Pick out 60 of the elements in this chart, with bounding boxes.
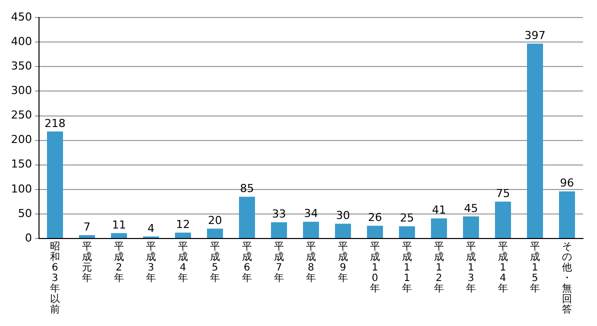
y-tick-label: 350	[10, 60, 32, 73]
x-tick-label: 平成11年	[402, 241, 412, 294]
y-tick-label: 100	[10, 182, 32, 196]
x-tick-label: 平成元年	[82, 241, 92, 284]
y-tick-label: 450	[10, 10, 32, 24]
x-tick-label: 平成3年	[146, 241, 156, 284]
x-tick-label: その他・無回答	[562, 241, 572, 316]
x-tick-label: 平成7年	[274, 241, 284, 284]
data-label: 96	[560, 176, 574, 190]
bar	[46, 131, 63, 238]
data-label: 12	[176, 218, 190, 231]
data-label: 25	[400, 212, 414, 225]
data-label: 45	[464, 202, 478, 215]
x-tick-label: 平成12年	[434, 241, 444, 294]
x-tick-label: 平成10年	[370, 241, 380, 294]
x-tick-label: 平成13年	[466, 241, 476, 294]
data-label: 30	[336, 209, 350, 222]
bar	[463, 216, 479, 238]
x-tick-label: 昭和63年以前	[50, 241, 60, 316]
x-tick-label: 平成14年	[498, 241, 508, 294]
x-tick-label: 平成8年	[306, 241, 316, 284]
y-tick-label: 50	[18, 206, 32, 220]
bar	[78, 235, 95, 238]
x-tick-label: 平成4年	[178, 241, 188, 284]
x-tick-label: 平成2年	[114, 241, 124, 284]
y-tick-label: 400	[10, 35, 32, 48]
bar	[271, 222, 287, 238]
data-label: 7	[83, 220, 90, 234]
bar	[559, 191, 575, 238]
data-label: 41	[432, 204, 446, 217]
bar	[527, 44, 543, 238]
x-tick-label: 平成9年	[338, 241, 348, 284]
bar	[335, 224, 351, 238]
data-label: 85	[240, 182, 254, 196]
data-label: 33	[272, 208, 286, 221]
bar	[174, 232, 191, 238]
y-tick-label: 200	[10, 133, 32, 146]
data-label: 218	[44, 116, 66, 130]
y-tick-label: 250	[10, 108, 32, 122]
bar	[303, 222, 319, 238]
bar	[110, 233, 127, 238]
x-tick-label: 平成5年	[210, 241, 220, 284]
data-label: 34	[304, 207, 318, 220]
bar	[367, 226, 383, 238]
data-label: 20	[208, 214, 222, 228]
bar	[431, 218, 447, 238]
y-tick-label: 0	[24, 231, 32, 244]
data-label: 397	[524, 28, 546, 42]
bar	[238, 196, 255, 238]
x-tick-label: 平成6年	[242, 241, 252, 284]
bar	[399, 226, 415, 238]
y-tick-label: 300	[10, 84, 32, 98]
y-tick-label: 150	[10, 158, 32, 171]
bar	[495, 202, 511, 238]
x-tick-label: 平成15年	[530, 241, 540, 294]
data-label: 11	[112, 218, 126, 232]
data-label: 4	[147, 222, 154, 235]
bar	[206, 228, 223, 238]
data-label: 75	[496, 187, 510, 200]
data-label: 26	[368, 211, 382, 224]
